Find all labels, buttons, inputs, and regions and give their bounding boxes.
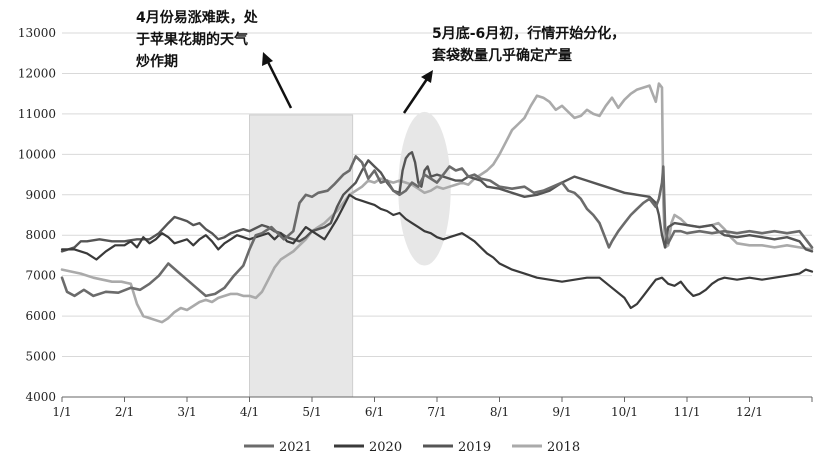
annotation-may-arrow [402, 78, 429, 114]
annotation-april-line-1: 4月份易涨难跌，处 [136, 9, 259, 26]
annotation-april-arrow [266, 61, 293, 109]
annotation-april-line-2: 于苹果花期的天气 [136, 31, 248, 48]
y-tick-labels: 4000 5000 6000 7000 8000 9000 10000 11000 12000 1… [18, 26, 56, 404]
y-tick-label-8000: 8000 [25, 228, 56, 242]
series-line-2018 [60, 82, 814, 324]
legend-label-2018: 2018 [547, 440, 580, 455]
y-tick-label-6000: 6000 [25, 309, 56, 323]
x-tick-label-9-1: 9/1 [552, 405, 571, 419]
series-line-2020 [60, 193, 814, 310]
legend-label-2019: 2019 [458, 440, 491, 455]
x-tick-label-11-1: 11/1 [674, 405, 701, 419]
x-tick-label-7-1: 7/1 [427, 405, 446, 419]
svg-text:4月份易涨难跌，处于苹果花期的天气炒作期: 4月份易涨难跌，处于苹果花期的天气炒作期 [136, 9, 259, 70]
y-tick-label-11000: 11000 [18, 107, 56, 121]
x-tick-label-4-1: 4/1 [240, 405, 259, 419]
x-tick-label-2-1: 2/1 [115, 405, 134, 419]
annotation-may-arrowhead [421, 70, 433, 83]
annotation-april: 4月份易涨难跌，处于苹果花期的天气炒作期 [136, 9, 293, 109]
annotation-april-arrowhead [262, 52, 273, 66]
y-tick-label-13000: 13000 [18, 26, 56, 40]
x-tick-label-8-1: 8/1 [490, 405, 509, 419]
annotation-may: 5月底-6月初，行情开始分化， 套袋数量几乎确定产量 [402, 25, 625, 114]
x-tick-label-1-1: 1/1 [52, 405, 71, 419]
x-tick-labels: 1/1 2/1 3/1 4/1 5/1 6/1 7/1 8/1 9/1 10/1 11/1 12/1 [52, 405, 763, 419]
series-lines [60, 82, 814, 324]
annotation-may-line-1: 5月底-6月初，行情开始分化， [432, 25, 625, 42]
legend: 2021 2020 2019 2018 [244, 440, 580, 455]
legend-label-2021: 2021 [279, 440, 312, 455]
x-tick-label-3-1: 3/1 [177, 405, 196, 419]
legend-label-2020: 2020 [369, 440, 402, 455]
axes [61, 396, 813, 402]
y-tick-label-4000: 4000 [25, 390, 56, 404]
y-tick-label-12000: 12000 [18, 66, 56, 80]
x-tick-label-6-1: 6/1 [365, 405, 384, 419]
y-tick-label-10000: 10000 [18, 147, 56, 161]
y-tick-label-9000: 9000 [25, 188, 56, 202]
series-line-2021 [60, 155, 814, 298]
annotation-april-line-3: 炒作期 [136, 53, 178, 70]
series-line-2019 [60, 151, 814, 253]
y-tick-label-7000: 7000 [25, 269, 56, 283]
annotation-may-line-2: 套袋数量几乎确定产量 [432, 47, 572, 64]
april-highlight-region [249, 114, 354, 398]
x-tick-label-10-1: 10/1 [611, 405, 638, 419]
svg-text:5月底-6月初，行情开始分化，套袋数量几乎确定产量: 5月底-6月初，行情开始分化， 套袋数量几乎确定产量 [432, 25, 625, 64]
late-may-highlight-ellipse [398, 111, 451, 266]
y-tick-label-5000: 5000 [25, 350, 56, 364]
x-tick-label-12-1: 12/1 [736, 405, 763, 419]
x-tick-label-5-1: 5/1 [302, 405, 321, 419]
